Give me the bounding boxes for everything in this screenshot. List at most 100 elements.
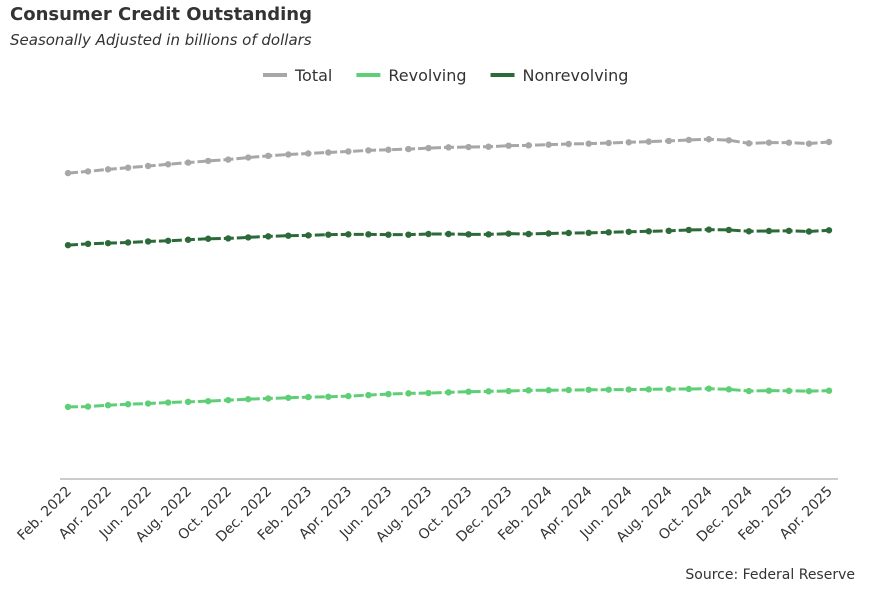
data-point	[725, 137, 733, 144]
data-point	[84, 240, 92, 248]
data-point	[525, 142, 532, 149]
data-point	[625, 139, 632, 146]
data-point	[144, 400, 152, 407]
data-point	[345, 392, 352, 400]
data-point	[64, 241, 72, 249]
data-point	[325, 231, 332, 238]
data-point	[485, 143, 492, 150]
data-point	[805, 387, 813, 395]
data-point	[445, 230, 452, 238]
data-point	[605, 229, 612, 236]
data-point	[785, 387, 793, 395]
data-point	[665, 385, 672, 393]
data-point	[525, 387, 532, 394]
data-point	[385, 146, 392, 153]
data-point	[625, 386, 632, 393]
data-point	[465, 143, 472, 151]
data-point	[285, 394, 292, 401]
data-point	[204, 235, 212, 242]
data-point	[164, 237, 172, 244]
legend-label: Total	[294, 66, 332, 85]
data-point	[285, 151, 292, 158]
data-point	[825, 138, 833, 146]
data-point	[805, 228, 813, 235]
source-note: Source: Federal Reserve	[685, 567, 855, 583]
data-point	[765, 227, 773, 235]
data-point	[505, 142, 512, 149]
data-point	[625, 228, 632, 235]
data-point	[745, 228, 753, 235]
data-point	[104, 166, 112, 173]
data-point	[365, 391, 372, 399]
chart-title: Consumer Credit Outstanding	[10, 4, 312, 25]
data-point	[305, 232, 312, 239]
data-point	[104, 239, 112, 247]
data-point	[305, 150, 312, 157]
data-point	[325, 393, 332, 400]
data-point	[685, 385, 693, 393]
data-point	[445, 389, 452, 396]
chart-subtitle: Seasonally Adjusted in billions of dolla…	[10, 31, 312, 49]
data-point	[645, 138, 652, 145]
data-point	[305, 393, 312, 401]
data-point	[425, 144, 432, 152]
data-point	[225, 235, 232, 242]
data-point	[245, 154, 252, 161]
data-point	[204, 157, 212, 165]
data-point	[204, 397, 212, 405]
data-point	[365, 231, 372, 238]
data-point	[265, 233, 272, 240]
data-point	[825, 227, 833, 234]
data-point	[405, 231, 412, 238]
data-point	[365, 147, 372, 154]
data-point	[565, 140, 572, 148]
data-point	[265, 395, 272, 402]
data-point	[505, 387, 512, 395]
data-point	[765, 387, 773, 394]
data-point	[725, 386, 733, 393]
data-point	[345, 231, 352, 238]
data-point	[805, 140, 813, 147]
legend-label: Nonrevolving	[523, 66, 629, 85]
data-point	[184, 398, 192, 406]
data-point	[665, 227, 672, 235]
data-point	[425, 389, 432, 397]
data-point	[405, 145, 412, 153]
data-point	[825, 387, 833, 394]
data-point	[705, 136, 713, 143]
data-point	[124, 164, 132, 171]
data-point	[184, 236, 192, 243]
data-point	[505, 230, 512, 237]
data-point	[565, 386, 572, 394]
data-point	[565, 229, 572, 237]
data-point	[785, 227, 793, 235]
data-point	[705, 226, 713, 233]
data-point	[585, 140, 592, 147]
data-point	[84, 168, 92, 175]
data-point	[245, 234, 252, 241]
data-point	[345, 148, 352, 155]
legend-label: Revolving	[388, 66, 466, 85]
data-point	[124, 401, 132, 408]
data-point	[144, 238, 152, 245]
data-point	[745, 140, 753, 147]
data-point	[84, 403, 92, 410]
data-point	[725, 226, 733, 234]
data-point	[545, 141, 552, 148]
data-point	[325, 149, 332, 156]
data-point	[685, 136, 693, 144]
data-point	[245, 395, 252, 403]
data-point	[184, 159, 192, 166]
data-point	[64, 403, 72, 411]
data-point	[124, 239, 132, 246]
data-point	[605, 139, 612, 147]
data-point	[645, 386, 652, 393]
data-point	[405, 390, 412, 397]
data-point	[445, 144, 452, 151]
data-point	[545, 387, 552, 394]
data-point	[485, 388, 492, 395]
data-point	[605, 386, 612, 393]
data-point	[545, 230, 552, 237]
data-point	[225, 156, 232, 163]
data-point	[705, 385, 713, 392]
